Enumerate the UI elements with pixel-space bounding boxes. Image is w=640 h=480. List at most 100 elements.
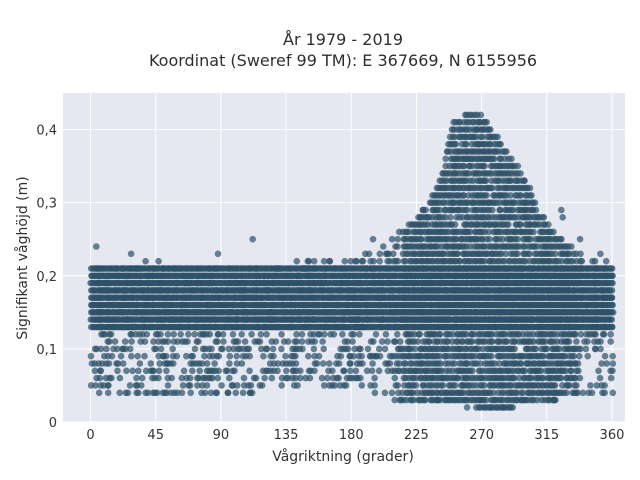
data-point xyxy=(158,272,166,280)
data-point xyxy=(187,389,194,397)
data-point xyxy=(358,352,366,360)
data-point xyxy=(234,338,242,345)
data-point xyxy=(298,331,306,338)
data-point xyxy=(229,301,236,309)
data-point xyxy=(305,352,312,360)
data-point xyxy=(201,389,209,397)
data-point xyxy=(384,338,391,345)
data-point xyxy=(306,323,313,331)
data-point xyxy=(389,287,397,294)
data-point xyxy=(147,323,154,331)
data-point xyxy=(378,287,386,294)
data-point xyxy=(194,316,201,323)
data-point xyxy=(150,301,158,309)
data-point xyxy=(451,382,459,389)
data-point xyxy=(340,367,348,375)
data-point xyxy=(135,367,142,375)
data-point xyxy=(608,265,616,272)
data-point xyxy=(319,279,326,287)
data-point xyxy=(361,272,369,280)
data-point xyxy=(261,374,268,382)
data-point xyxy=(221,323,228,331)
data-point xyxy=(136,265,143,272)
data-point xyxy=(203,360,211,367)
data-point xyxy=(123,367,130,375)
data-point xyxy=(177,331,184,338)
data-point xyxy=(119,309,126,316)
data-point xyxy=(371,374,378,382)
data-point xyxy=(140,316,147,323)
data-point xyxy=(276,279,284,287)
data-point xyxy=(368,287,375,294)
data-point xyxy=(128,352,135,360)
data-point xyxy=(138,374,146,382)
data-point xyxy=(357,345,364,353)
data-point xyxy=(364,301,372,309)
data-point xyxy=(185,316,193,323)
chart-title: År 1979 - 2019 xyxy=(283,30,403,49)
data-point xyxy=(157,345,165,353)
data-point xyxy=(269,345,277,353)
data-point xyxy=(219,345,226,353)
data-point xyxy=(209,309,217,316)
data-point xyxy=(275,323,282,331)
data-point xyxy=(254,272,261,280)
data-point xyxy=(151,309,158,316)
data-point xyxy=(281,287,289,294)
data-point xyxy=(87,352,95,360)
data-point xyxy=(324,316,331,323)
data-point xyxy=(185,279,192,287)
data-point xyxy=(119,265,127,272)
data-point xyxy=(454,250,461,258)
data-point xyxy=(213,265,221,272)
data-point xyxy=(226,352,234,360)
data-point xyxy=(215,367,222,375)
data-point xyxy=(97,367,105,375)
data-point xyxy=(422,206,429,214)
data-point xyxy=(297,367,304,375)
data-point xyxy=(155,374,162,382)
data-point xyxy=(203,382,211,389)
data-point xyxy=(396,338,404,345)
data-point xyxy=(130,287,138,294)
data-point xyxy=(164,287,172,294)
data-point xyxy=(186,294,194,302)
data-point xyxy=(103,345,110,353)
data-point xyxy=(112,287,119,294)
data-point xyxy=(209,294,216,302)
data-point xyxy=(416,331,424,338)
data-point xyxy=(382,331,390,338)
data-point xyxy=(335,360,343,367)
data-point xyxy=(253,287,261,294)
data-point xyxy=(369,360,376,367)
data-point xyxy=(141,323,148,331)
data-point xyxy=(213,389,221,397)
data-point xyxy=(239,301,246,309)
data-point xyxy=(378,294,386,302)
data-point xyxy=(124,389,132,397)
data-point xyxy=(351,294,358,302)
data-point xyxy=(108,374,115,382)
data-point xyxy=(211,360,218,367)
data-point xyxy=(370,257,377,265)
data-point xyxy=(206,331,214,338)
data-point xyxy=(288,323,295,331)
data-point xyxy=(310,316,318,323)
data-point xyxy=(469,367,476,375)
data-point xyxy=(335,374,342,382)
data-point xyxy=(376,265,384,272)
data-point xyxy=(441,279,449,287)
data-point xyxy=(201,316,209,323)
data-point xyxy=(258,382,266,389)
data-point xyxy=(168,301,175,309)
data-point xyxy=(246,265,253,272)
data-point xyxy=(268,374,276,382)
data-point xyxy=(223,287,231,294)
data-point xyxy=(207,279,215,287)
data-point xyxy=(133,374,140,382)
data-point xyxy=(357,309,365,316)
data-point xyxy=(218,382,225,389)
data-point xyxy=(96,374,104,382)
data-point xyxy=(383,265,391,272)
data-point xyxy=(212,316,219,323)
